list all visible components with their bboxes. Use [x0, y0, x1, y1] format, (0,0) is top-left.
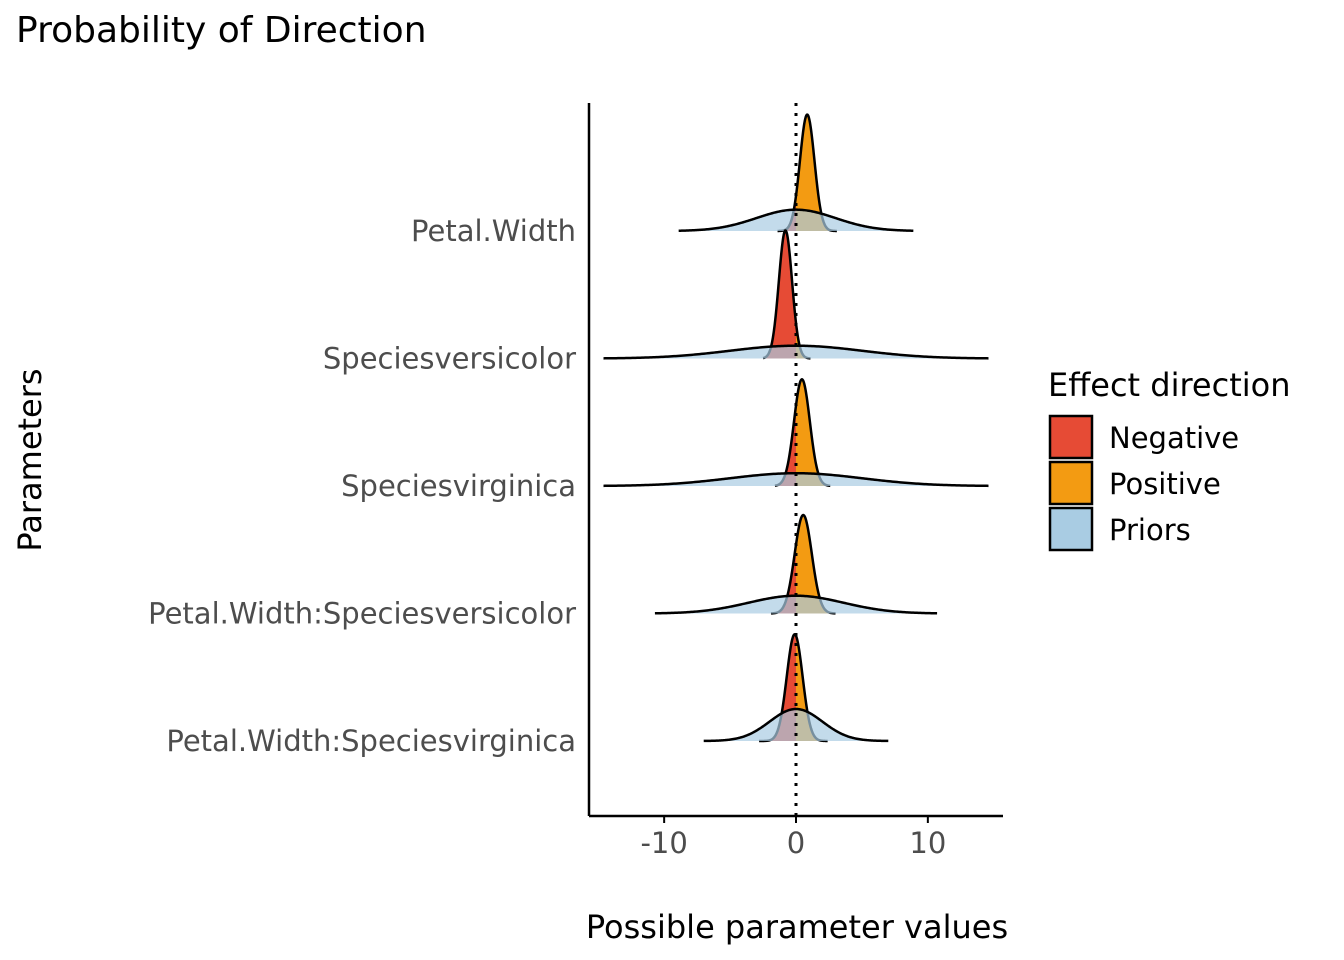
posterior-negative-area [774, 405, 796, 486]
legend-entries: Negative Positive Priors [1048, 414, 1239, 552]
legend-label-negative: Negative [1109, 421, 1239, 455]
y-tick-label: Petal.Width:Speciesversicolor [148, 597, 576, 631]
x-axis-title: Possible parameter values [586, 908, 1008, 946]
x-tick-label: -10 [640, 826, 687, 860]
legend-title: Effect direction [1048, 366, 1291, 404]
y-tick-label: Petal.Width [411, 214, 576, 248]
ridge-petal-width [678, 113, 914, 233]
prior-outline [703, 707, 889, 743]
prior-outline [678, 208, 914, 232]
y-tick-label: Petal.Width:Speciesvirginica [166, 724, 576, 758]
posterior-negative-area [763, 230, 796, 359]
y-tick-label: Speciesversicolor [323, 342, 576, 376]
plot-area: -10 0 10 Petal.Width Speciesversicolor Speci… [148, 103, 1003, 860]
legend-swatch-negative [1048, 414, 1094, 460]
x-tick-label: 0 [787, 826, 805, 860]
legend-swatch-positive [1048, 460, 1094, 506]
x-tick-label: 10 [909, 826, 946, 860]
legend: Effect direction Negative Positive Priors [1048, 366, 1291, 552]
ridge-speciesversicolor [603, 229, 989, 360]
posterior-positive-area [796, 379, 831, 486]
x-axis-ticks: -10 0 10 [640, 816, 946, 860]
posterior-positive-area [796, 515, 836, 614]
y-axis-ticks: Petal.Width Speciesversicolor Speciesvirgi… [148, 214, 576, 758]
ridges-layer [603, 113, 989, 743]
prior-area [678, 209, 914, 231]
y-axis-title: Parameters [11, 368, 49, 551]
legend-swatch-priors [1048, 506, 1094, 552]
legend-label-positive: Positive [1109, 467, 1221, 501]
legend-label-priors: Priors [1109, 513, 1191, 547]
y-tick-label: Speciesvirginica [341, 469, 576, 503]
posterior-positive-area [796, 114, 837, 231]
chart-title: Probability of Direction [16, 10, 427, 51]
